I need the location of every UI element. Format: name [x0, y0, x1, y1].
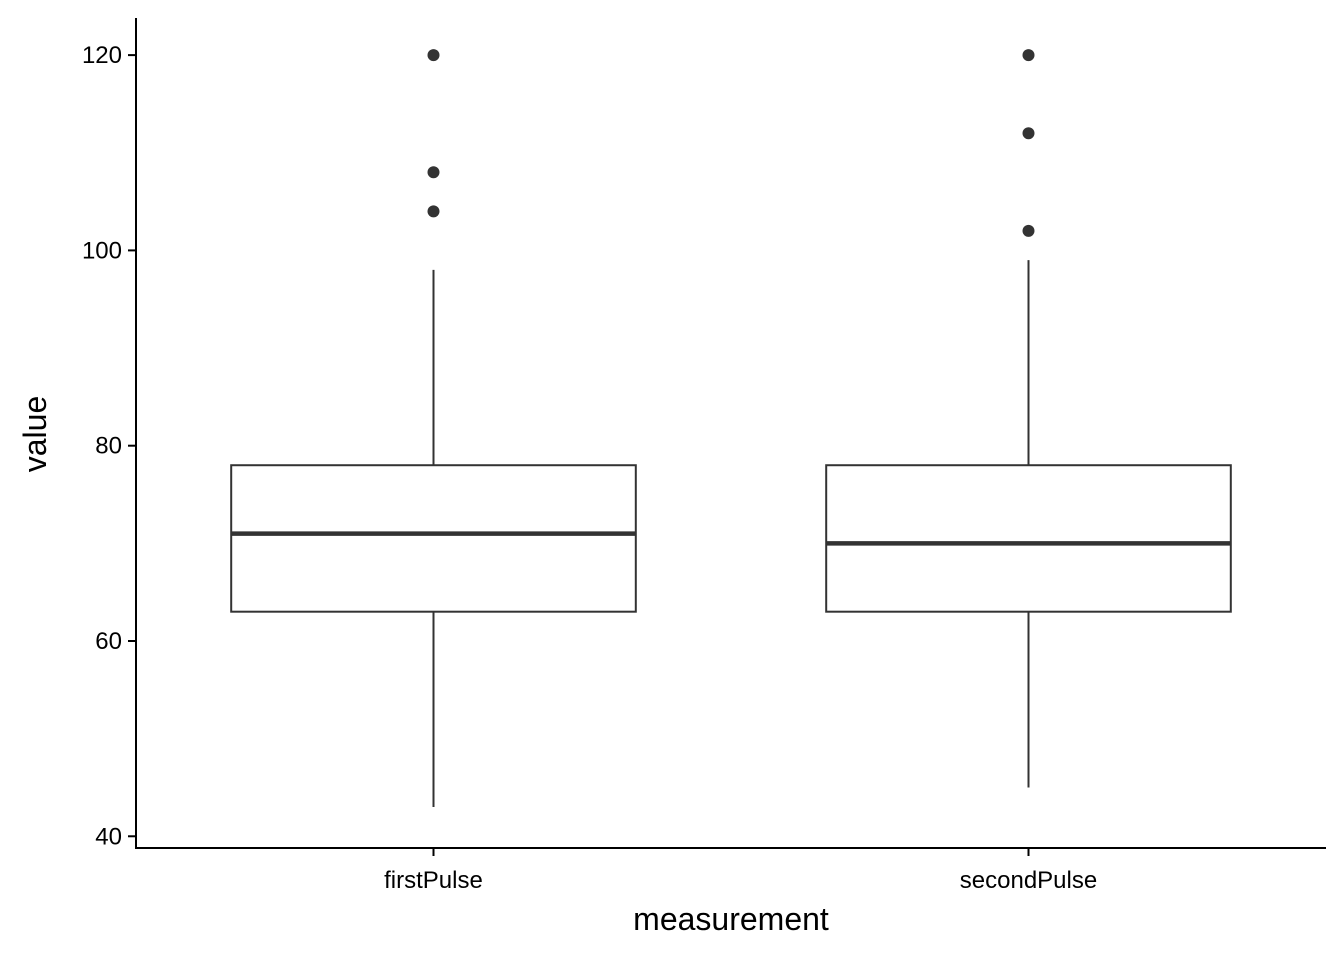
outlier-point — [1022, 49, 1035, 62]
outlier-point — [427, 205, 440, 218]
y-tick-label: 60 — [95, 628, 122, 655]
outlier-point — [427, 49, 440, 62]
iqr-box — [230, 464, 637, 613]
y-tick-label: 40 — [95, 823, 122, 850]
y-tick-label: 120 — [82, 42, 122, 69]
y-tick-label: 100 — [82, 237, 122, 264]
outlier-point — [427, 166, 440, 179]
outlier-point — [1022, 224, 1035, 237]
box-firstPulse — [230, 49, 637, 807]
plot-area — [230, 49, 1232, 807]
axes — [135, 18, 1326, 849]
iqr-box — [825, 464, 1232, 613]
y-ticks: 40 60 80 100 120 — [82, 42, 136, 850]
y-tick-label: 80 — [95, 433, 122, 460]
x-ticks: firstPulse secondPulse — [384, 848, 1097, 894]
x-axis-title: measurement — [633, 901, 829, 937]
x-tick-label: firstPulse — [384, 867, 483, 894]
box-secondPulse — [825, 49, 1232, 788]
y-axis-title: value — [17, 396, 53, 473]
x-tick-label: secondPulse — [960, 867, 1097, 894]
outlier-point — [1022, 127, 1035, 140]
